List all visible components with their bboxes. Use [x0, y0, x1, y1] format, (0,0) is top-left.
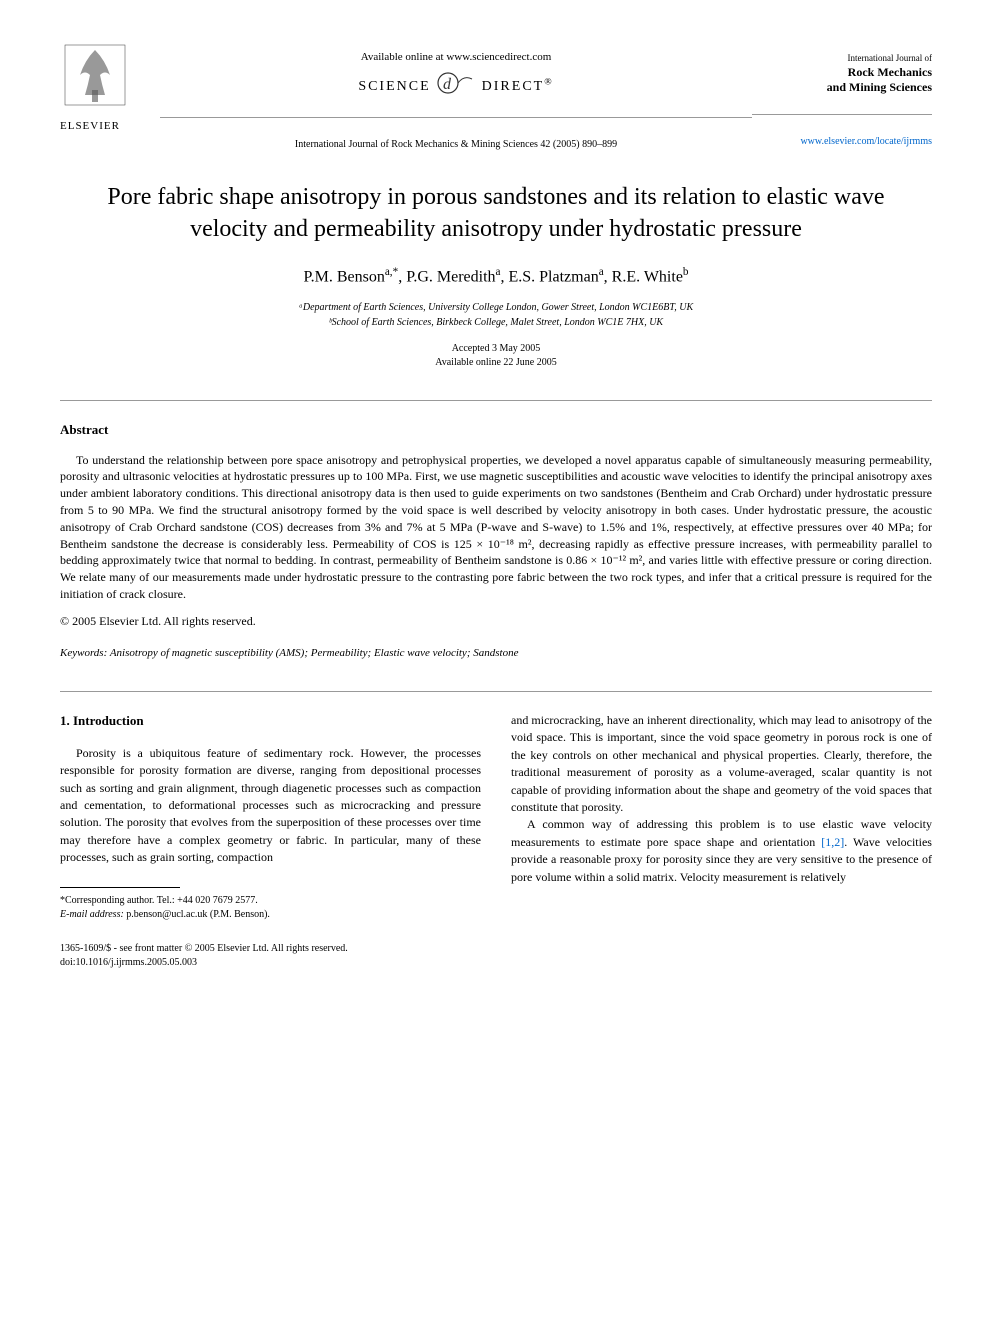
left-column: 1. Introduction Porosity is a ubiquitous…	[60, 712, 481, 970]
doi-block: 1365-1609/$ - see front matter © 2005 El…	[60, 942, 481, 970]
intro-para-left: Porosity is a ubiquitous feature of sedi…	[60, 745, 481, 867]
sd-text1: SCIENCE	[358, 80, 430, 95]
authors: P.M. Bensona,*, P.G. Mereditha, E.S. Pla…	[60, 265, 932, 289]
email-value: p.benson@ucl.ac.uk (P.M. Benson).	[126, 909, 270, 920]
right-column: and microcracking, have an inherent dire…	[511, 712, 932, 970]
affiliation-a: ᵃDepartment of Earth Sciences, Universit…	[60, 300, 932, 315]
sd-text2: DIRECT	[482, 80, 545, 95]
available-online-text: Available online at www.sciencedirect.co…	[160, 50, 752, 65]
abstract-text: To understand the relationship between p…	[60, 452, 932, 603]
affiliations: ᵃDepartment of Earth Sciences, Universit…	[60, 300, 932, 330]
abstract-top-rule	[60, 400, 932, 401]
footnote-rule	[60, 887, 180, 888]
elsevier-logo-block: ELSEVIER	[60, 40, 160, 135]
journal-url[interactable]: www.elsevier.com/locate/ijrmms	[752, 135, 932, 149]
accepted-date: Accepted 3 May 2005	[60, 342, 932, 356]
abstract-copyright: © 2005 Elsevier Ltd. All rights reserved…	[60, 613, 932, 630]
journal-small-label: International Journal of	[752, 52, 932, 65]
affiliation-b: ᵇSchool of Earth Sciences, Birkbeck Coll…	[60, 315, 932, 330]
intro-para-right-1: and microcracking, have an inherent dire…	[511, 712, 932, 816]
keywords-label: Keywords:	[60, 647, 107, 659]
doi-line1: 1365-1609/$ - see front matter © 2005 El…	[60, 942, 481, 956]
article-title: Pore fabric shape anisotropy in porous s…	[100, 182, 892, 244]
svg-text:d: d	[443, 76, 453, 93]
ref-link-1-2[interactable]: [1,2]	[821, 835, 844, 849]
abstract-bottom-rule	[60, 691, 932, 692]
keywords-line: Keywords: Anisotropy of magnetic suscept…	[60, 646, 932, 661]
intro-heading: 1. Introduction	[60, 712, 481, 731]
journal-citation: International Journal of Rock Mechanics …	[160, 138, 752, 152]
email-footnote: E-mail address: p.benson@ucl.ac.uk (P.M.…	[60, 908, 481, 922]
header-rule	[160, 117, 752, 118]
keywords-text: Anisotropy of magnetic susceptibility (A…	[110, 647, 519, 659]
right-header-rule	[752, 114, 932, 115]
email-label: E-mail address:	[60, 909, 124, 920]
elsevier-label: ELSEVIER	[60, 119, 160, 134]
body-columns: 1. Introduction Porosity is a ubiquitous…	[60, 712, 932, 970]
intro-para-right-2: A common way of addressing this problem …	[511, 816, 932, 886]
journal-main-line2: and Mining Sciences	[752, 80, 932, 96]
abstract-heading: Abstract	[60, 421, 932, 439]
right-header: International Journal of Rock Mechanics …	[752, 40, 932, 149]
corresponding-footnote: *Corresponding author. Tel.: +44 020 767…	[60, 894, 481, 908]
elsevier-tree-icon	[60, 40, 130, 110]
journal-main-line1: Rock Mechanics	[752, 65, 932, 81]
sciencedirect-at-icon: d	[436, 71, 476, 103]
header-row: ELSEVIER Available online at www.science…	[60, 40, 932, 152]
science-direct-logo: SCIENCE d DIRECT®	[160, 71, 752, 103]
center-header: Available online at www.sciencedirect.co…	[160, 40, 752, 152]
dates-block: Accepted 3 May 2005 Available online 22 …	[60, 342, 932, 370]
doi-line2: doi:10.1016/j.ijrmms.2005.05.003	[60, 956, 481, 970]
available-online-date: Available online 22 June 2005	[60, 356, 932, 370]
